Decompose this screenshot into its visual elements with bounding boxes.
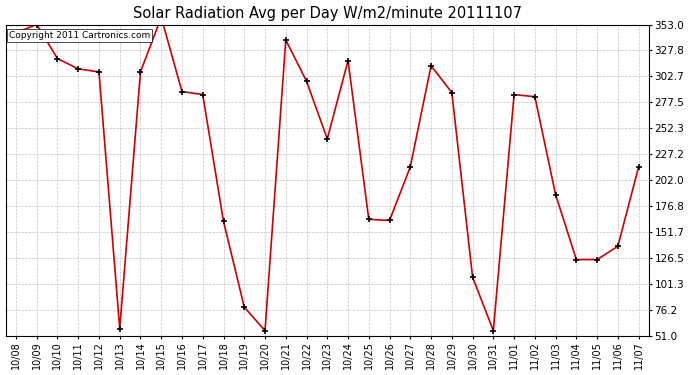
Title: Solar Radiation Avg per Day W/m2/minute 20111107: Solar Radiation Avg per Day W/m2/minute … [132,6,522,21]
Text: Copyright 2011 Cartronics.com: Copyright 2011 Cartronics.com [9,31,150,40]
